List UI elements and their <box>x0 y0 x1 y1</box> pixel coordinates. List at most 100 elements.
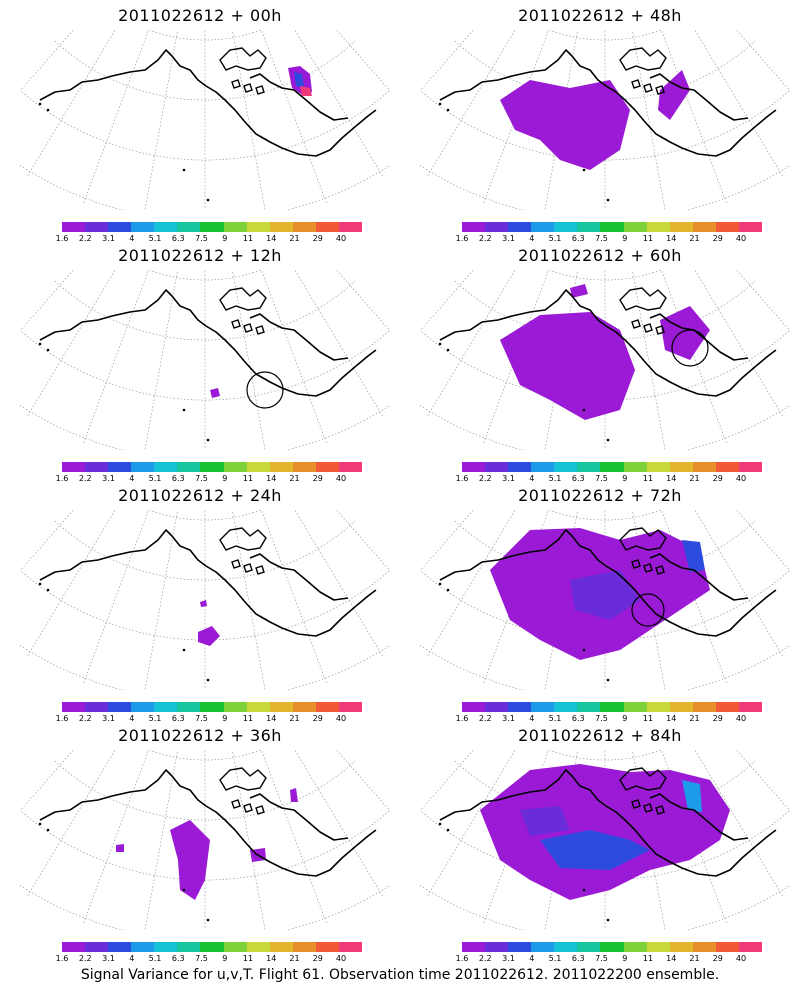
colorbar-swatch <box>669 942 693 952</box>
longitude-line <box>544 750 578 930</box>
island <box>46 588 50 592</box>
colorbar-swatch <box>508 222 532 232</box>
coastline <box>39 49 377 157</box>
longitude-line <box>20 270 74 332</box>
colorbar-label: 9 <box>622 234 628 243</box>
colorbar-label: 3.1 <box>102 954 115 963</box>
longitude-line <box>661 510 727 684</box>
colorbar-label: 7.5 <box>195 714 208 723</box>
colorbar-swatch <box>715 702 739 712</box>
colorbar-label: 7.5 <box>595 954 608 963</box>
colorbar-swatch <box>154 702 178 712</box>
longitude-line <box>632 30 666 210</box>
colorbar-label: 3.1 <box>102 234 115 243</box>
colorbar-label: 40 <box>335 714 347 723</box>
colorbar-label: 14 <box>266 714 277 723</box>
colorbar <box>462 942 763 952</box>
longitude-line <box>144 270 178 450</box>
colorbar-swatch <box>715 462 739 472</box>
variance-region <box>210 388 220 398</box>
latitude-line <box>148 750 262 761</box>
colorbar-swatch <box>315 702 339 712</box>
island <box>438 342 442 346</box>
colorbar-swatch <box>131 942 155 952</box>
arctic-islands <box>619 527 667 575</box>
colorbar-label: 1.6 <box>55 234 69 243</box>
colorbar-label: 14 <box>666 234 677 243</box>
colorbar-swatch <box>669 462 693 472</box>
colorbar-swatch <box>338 222 363 232</box>
observation-circle <box>631 593 665 627</box>
longitude-line <box>632 270 666 450</box>
colorbar-swatch <box>738 222 763 232</box>
longitude-line <box>632 510 666 690</box>
colorbar-label: 6.3 <box>571 714 585 723</box>
colorbar-swatch <box>246 462 270 472</box>
colorbar-label: 2.2 <box>78 954 92 963</box>
colorbar-label: 7.5 <box>595 474 608 483</box>
island <box>438 582 442 586</box>
colorbar-label: 1.6 <box>55 474 69 483</box>
colorbar-swatch <box>62 702 86 712</box>
colorbar-labels: 1.6 2.2 3.1 4 5.1 6.3 7.5 9 11 14 21 29 40 <box>456 954 762 964</box>
colorbar-swatch <box>554 462 578 472</box>
colorbar-swatch <box>715 222 739 232</box>
island <box>446 828 450 832</box>
latitude-line <box>54 520 356 581</box>
colorbar-swatch <box>177 222 201 232</box>
colorbar-label: 3.1 <box>502 954 515 963</box>
longitude-line <box>544 270 578 450</box>
colorbar-label: 6.3 <box>171 474 185 483</box>
colorbar-label: 9 <box>222 474 228 483</box>
colorbar-label: 4 <box>529 474 535 483</box>
colorbar-label: 5.1 <box>548 234 562 243</box>
island <box>446 108 450 112</box>
colorbar-swatch <box>669 222 693 232</box>
observation-circle <box>671 329 709 367</box>
variance-region <box>520 806 570 836</box>
colorbar-swatch <box>246 702 270 712</box>
longitude-line <box>427 270 516 417</box>
colorbar-swatch <box>269 942 293 952</box>
island <box>206 678 210 682</box>
island <box>438 102 442 106</box>
colorbar-label: 3.1 <box>502 474 515 483</box>
colorbar-label: 9 <box>622 954 628 963</box>
panel-title: 2011022612 + 84h <box>518 726 682 745</box>
colorbar-label: 14 <box>266 954 277 963</box>
colorbar-swatch <box>462 222 486 232</box>
colorbar-label: 40 <box>335 474 347 483</box>
colorbar-swatch <box>315 462 339 472</box>
projection-map <box>20 750 390 930</box>
colorbar-swatch <box>200 702 224 712</box>
colorbar-swatch <box>200 942 224 952</box>
colorbar-swatch <box>692 462 716 472</box>
projection-map <box>420 510 790 690</box>
panel-title: 2011022612 + 12h <box>118 246 282 265</box>
latitude-line <box>54 760 356 821</box>
colorbar-swatch <box>85 222 109 232</box>
variance-region <box>170 820 210 900</box>
colorbar-swatch <box>62 942 86 952</box>
island <box>206 918 210 922</box>
colorbar-label: 9 <box>222 234 228 243</box>
map-panel: 2011022612 + 24h 1.6 2.2 3.1 4 5.1 6.3 7.5 9 11 14… <box>0 480 400 723</box>
colorbar-label: 1.6 <box>455 474 469 483</box>
coastline <box>39 289 377 397</box>
colorbar-label: 7.5 <box>195 474 208 483</box>
colorbar-swatch <box>338 462 363 472</box>
variance-region <box>500 80 630 170</box>
longitude-line <box>27 30 116 177</box>
island <box>182 648 186 652</box>
colorbar-label: 3.1 <box>502 714 515 723</box>
colorbar <box>462 702 763 712</box>
arctic-islands <box>219 287 267 335</box>
colorbar-swatch <box>508 462 532 472</box>
colorbar-swatch <box>508 942 532 952</box>
colorbar-swatch <box>154 222 178 232</box>
colorbar-swatch <box>554 702 578 712</box>
longitude-line <box>20 510 74 572</box>
observation-circle <box>246 371 284 409</box>
colorbar-swatch <box>269 702 293 712</box>
island <box>206 438 210 442</box>
